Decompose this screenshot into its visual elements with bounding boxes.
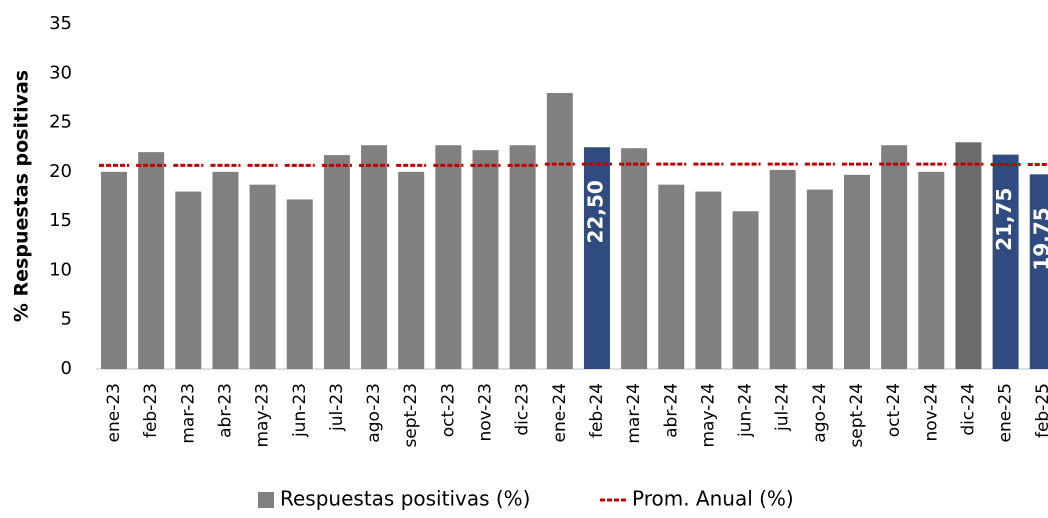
bar (918, 171, 945, 369)
data-label: 21,75 (992, 188, 1016, 251)
bar (509, 145, 536, 369)
x-tick-label: jul-24 (773, 383, 793, 432)
y-tick-label: 30 (49, 62, 72, 83)
bar (621, 148, 648, 369)
y-axis-label: % Respuestas positivas (11, 70, 33, 322)
bar (435, 145, 462, 369)
x-tick-label: may-24 (698, 383, 718, 448)
x-tick-label: dic-23 (513, 383, 533, 436)
bar (138, 152, 165, 369)
x-tick-label: feb-24 (587, 383, 607, 438)
x-tick-label: jul-23 (327, 383, 347, 432)
x-tick-label: nov-23 (476, 383, 496, 442)
bar (1029, 174, 1048, 369)
bar (806, 189, 833, 369)
bar (361, 145, 388, 369)
x-tick-label: oct-24 (884, 383, 904, 437)
bar (769, 169, 796, 369)
bar (249, 184, 276, 369)
x-tick-label: sept-23 (401, 383, 421, 448)
bar (695, 191, 722, 369)
bar (175, 191, 202, 369)
bar (101, 171, 127, 369)
x-tick-label: ene-23 (104, 383, 124, 442)
y-tick-label: 35 (49, 13, 72, 34)
x-tick-label: ene-25 (996, 383, 1016, 442)
x-tick-label: mar-24 (624, 383, 644, 444)
y-tick-label: 15 (49, 210, 72, 231)
x-tick-label: feb-23 (141, 383, 161, 438)
x-tick-label: mar-23 (178, 383, 198, 444)
x-tick-label: ago-24 (810, 383, 830, 443)
y-tick-label: 0 (61, 358, 72, 379)
x-tick-label: abr-24 (661, 383, 681, 438)
bar (398, 171, 425, 369)
y-tick-label: 20 (49, 161, 72, 182)
bar (732, 211, 759, 369)
legend-label: Prom. Anual (%) (632, 487, 794, 511)
legend-label: Respuestas positivas (%) (280, 487, 530, 511)
x-tick-label: feb-25 (1033, 383, 1048, 438)
bar (546, 93, 573, 369)
y-tick-label: 5 (61, 309, 72, 330)
bar (955, 142, 982, 369)
bar (472, 150, 499, 369)
bar (844, 174, 870, 369)
bar (286, 199, 313, 369)
bar (658, 184, 685, 369)
data-label: 22,50 (583, 180, 607, 243)
x-tick-label: ago-23 (364, 383, 384, 443)
bar (323, 155, 350, 369)
x-tick-label: nov-24 (921, 383, 941, 442)
x-tick-label: dic-24 (958, 383, 978, 436)
x-tick-label: oct-23 (438, 383, 458, 437)
data-label: 19,75 (1029, 207, 1048, 270)
bar (881, 145, 908, 369)
x-tick-label: ene-24 (550, 383, 570, 442)
x-tick-label: jun-24 (736, 383, 756, 438)
y-tick-label: 10 (49, 259, 72, 280)
bar (992, 154, 1019, 369)
x-tick-label: jun-23 (290, 383, 310, 438)
x-tick-label: sept-24 (847, 383, 867, 448)
bar (212, 171, 239, 369)
legend-swatch (258, 492, 274, 508)
x-tick-label: abr-23 (215, 383, 235, 438)
y-tick-label: 25 (49, 112, 72, 133)
bar (583, 147, 610, 369)
x-tick-label: may-23 (253, 383, 273, 448)
